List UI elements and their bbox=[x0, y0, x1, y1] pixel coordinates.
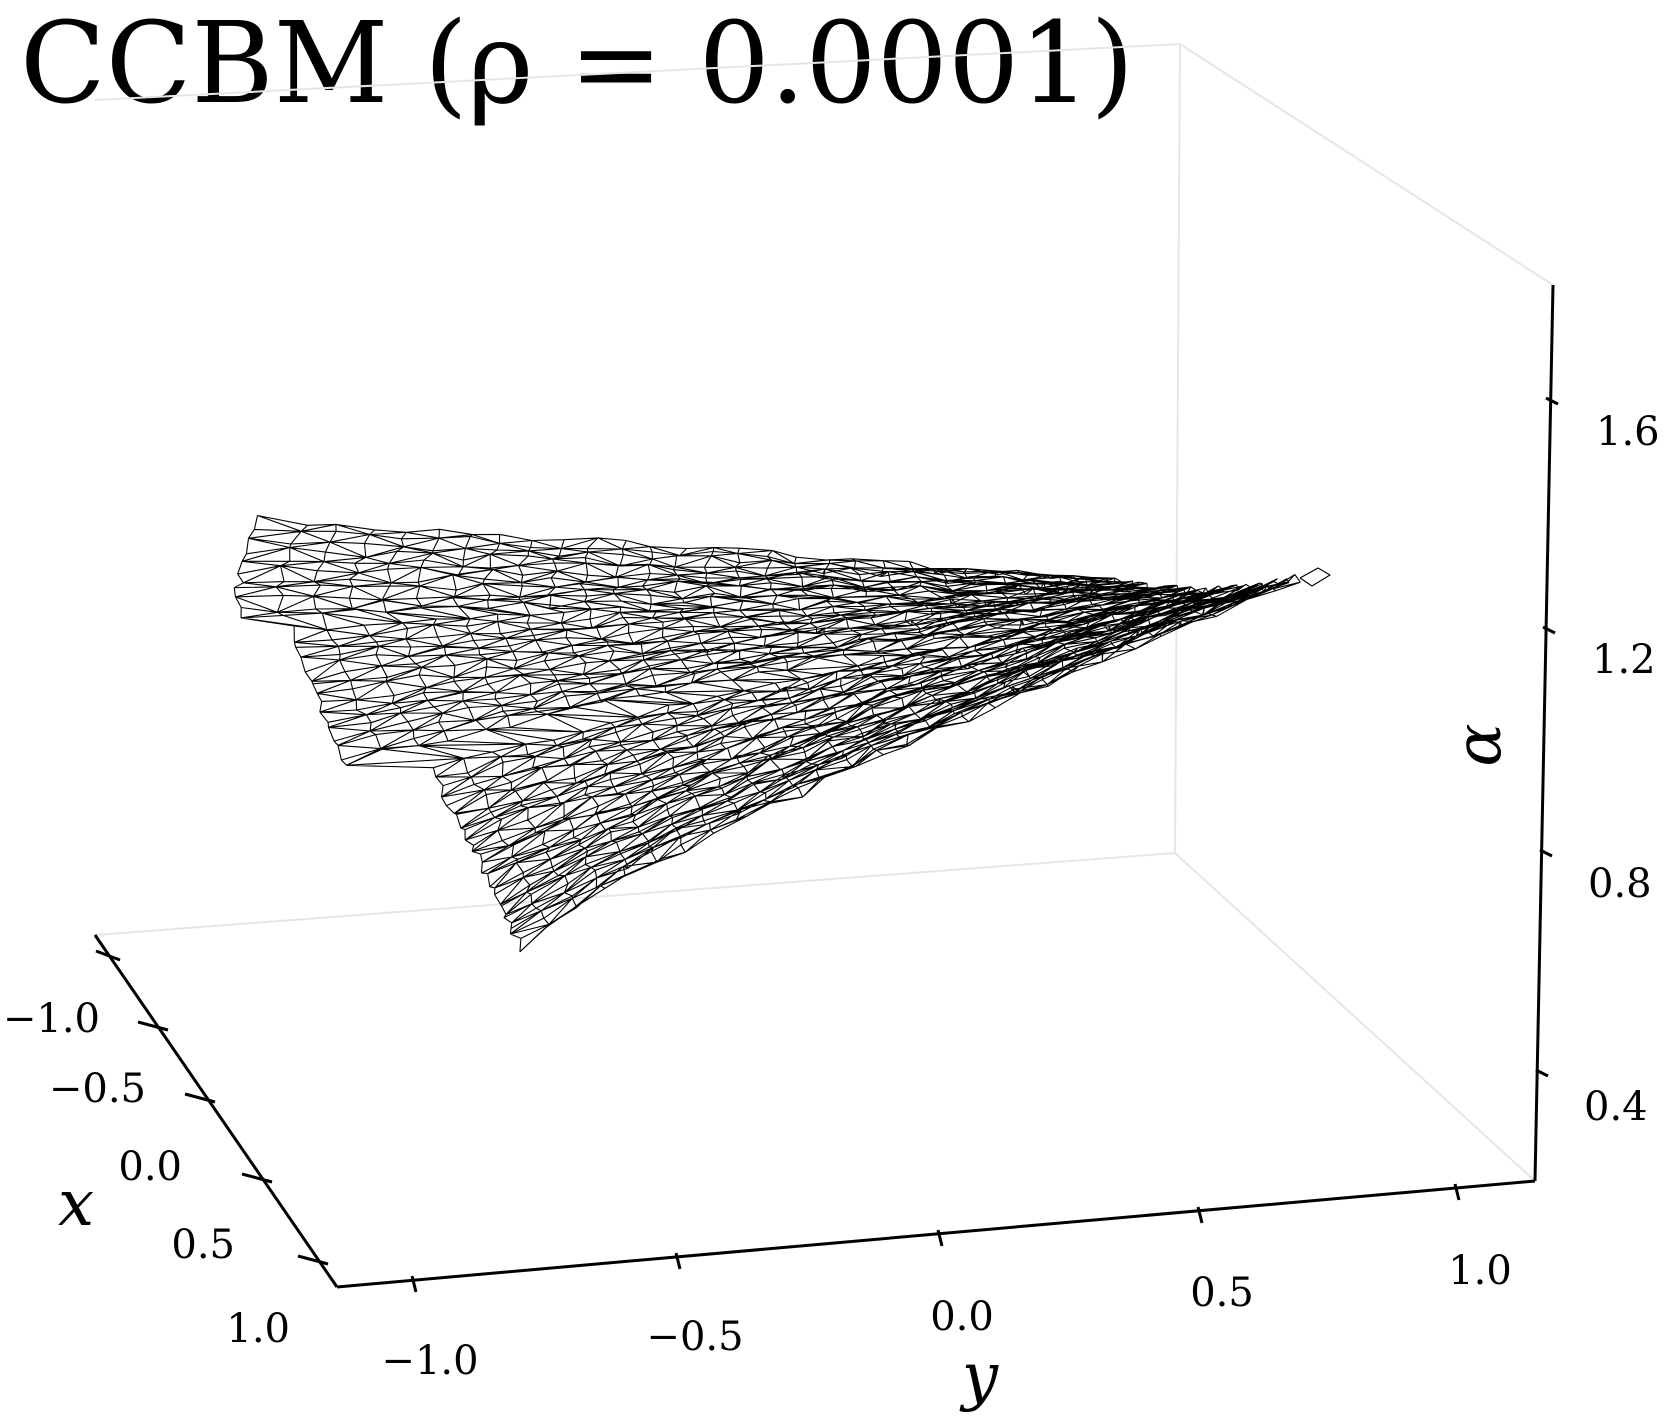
z-axis-label: α bbox=[1442, 723, 1516, 766]
z-tick-mark bbox=[1539, 848, 1553, 858]
z-tick-mark bbox=[1535, 1068, 1549, 1078]
y-tick-label: 1.0 bbox=[1448, 1248, 1512, 1294]
y-axis-label: y bbox=[959, 1340, 999, 1414]
x-tick-label: −1.0 bbox=[3, 996, 100, 1042]
x-tick-label: −0.5 bbox=[49, 1066, 146, 1112]
z-tick-label: 0.8 bbox=[1588, 861, 1652, 907]
pane-back-vertical bbox=[1174, 43, 1181, 854]
x-tick-label: 0.5 bbox=[171, 1222, 235, 1268]
y-tick-mark bbox=[674, 1252, 682, 1270]
y-tick-mark bbox=[936, 1229, 944, 1247]
y-tick-label: −1.0 bbox=[381, 1338, 478, 1384]
z-axis-line bbox=[1533, 284, 1555, 1182]
y-tick-mark bbox=[410, 1275, 418, 1293]
z-tick-mark bbox=[1542, 625, 1556, 635]
chart-title: CCBM (ρ = 0.0001) bbox=[20, 0, 1134, 129]
x-tick-label: 1.0 bbox=[226, 1306, 290, 1352]
surface-mesh-edges bbox=[233, 514, 1301, 953]
x-axis-label: x bbox=[58, 1167, 94, 1241]
x-axis-line bbox=[93, 934, 339, 1288]
x-tick-mark bbox=[241, 1172, 273, 1184]
axes-panes bbox=[94, 42, 1554, 1182]
wireframe-surface bbox=[233, 514, 1331, 953]
pane-floor-edges bbox=[94, 851, 1536, 1182]
y-axis-line bbox=[336, 1179, 1536, 1289]
z-tick-mark bbox=[1545, 396, 1559, 406]
x-axis-ticks: −1.0 −0.5 0.0 0.5 1.0 x bbox=[3, 949, 329, 1352]
z-axis-ticks: 0.4 0.8 1.2 1.6 α bbox=[1442, 396, 1660, 1130]
x-tick-label: 0.0 bbox=[118, 1144, 182, 1190]
x-tick-mark bbox=[184, 1092, 216, 1104]
y-axis-ticks: −1.0 −0.5 0.0 0.5 1.0 y bbox=[381, 1183, 1512, 1414]
z-tick-label: 1.6 bbox=[1596, 409, 1660, 455]
surface-tip bbox=[1299, 567, 1331, 587]
x-tick-mark bbox=[137, 1020, 169, 1032]
x-tick-mark bbox=[95, 949, 121, 962]
y-tick-mark bbox=[1196, 1206, 1204, 1224]
y-tick-label: 0.0 bbox=[930, 1294, 994, 1340]
y-tick-label: −0.5 bbox=[646, 1314, 743, 1360]
y-tick-mark bbox=[1453, 1183, 1461, 1201]
x-tick-mark bbox=[297, 1254, 329, 1266]
y-tick-label: 0.5 bbox=[1190, 1270, 1254, 1316]
axis-lines bbox=[93, 284, 1555, 1289]
z-tick-label: 0.4 bbox=[1584, 1084, 1648, 1130]
z-tick-label: 1.2 bbox=[1592, 637, 1656, 683]
